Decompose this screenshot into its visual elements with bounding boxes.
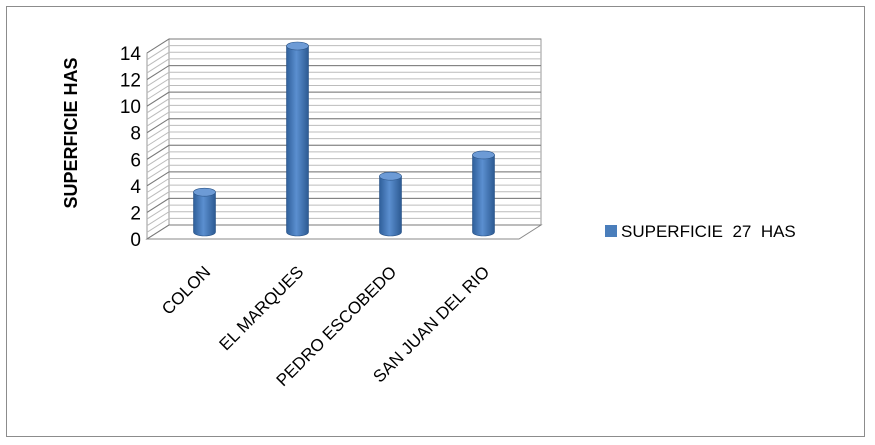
gridline	[146, 124, 541, 140]
gridline-major	[146, 224, 541, 240]
gridline	[146, 138, 541, 154]
y-axis-label: SUPERFICIE HAS	[61, 57, 81, 208]
y-tick-label: 14	[120, 44, 142, 65]
gridline	[146, 98, 541, 114]
gridline-major	[146, 38, 541, 54]
gridline-major	[146, 171, 541, 187]
y-axis-ticks: 0 2 4 6 8 10 12 14	[120, 44, 142, 251]
y-tick-label: 4	[130, 177, 141, 198]
gridline	[146, 191, 541, 207]
legend-swatch	[605, 225, 617, 237]
bars	[193, 41, 495, 237]
gridline	[146, 51, 541, 67]
gridline	[146, 58, 541, 74]
bar-body	[286, 45, 309, 237]
plot-area	[145, 38, 543, 240]
gridline	[146, 164, 541, 180]
bar-top	[193, 187, 216, 197]
gridline	[146, 78, 541, 94]
bar-top	[379, 171, 402, 181]
gridline	[146, 45, 541, 61]
x-tick-label: EL MARQUES	[216, 262, 308, 354]
gridline-major	[146, 118, 541, 134]
y-tick-label: 8	[130, 124, 141, 145]
y-tick-label: 0	[130, 230, 141, 251]
gridline	[146, 217, 541, 233]
gridline	[146, 85, 541, 100]
gridline	[146, 184, 541, 200]
gridline-major	[146, 91, 541, 107]
y-tick-label: 12	[120, 71, 141, 92]
legend: SUPERFICIE 27 HAS	[605, 222, 796, 241]
bar-body	[193, 191, 216, 237]
gridline	[146, 211, 541, 227]
bar	[472, 150, 495, 237]
y-tick-label: 2	[130, 203, 141, 224]
chart-frame: 0 2 4 6 8 10 12 14 COLON EL MARQUES PEDRO ESCOBED…	[6, 6, 865, 437]
gridline	[146, 104, 541, 120]
x-tick-label: COLON	[158, 262, 214, 318]
gridline	[146, 71, 541, 87]
bar-body	[472, 154, 495, 237]
gridline-major	[146, 197, 541, 213]
bar	[379, 171, 402, 237]
gridline-major	[146, 65, 541, 80]
bar-top	[286, 41, 309, 51]
gridline	[146, 178, 541, 193]
y-tick-label: 10	[120, 97, 141, 118]
gridline	[146, 158, 541, 173]
bar	[193, 187, 216, 237]
bar	[286, 41, 309, 237]
gridline	[146, 111, 541, 127]
bar-top	[472, 150, 495, 160]
gridline	[146, 204, 541, 220]
gridline	[146, 151, 541, 167]
legend-label: SUPERFICIE 27 HAS	[621, 222, 796, 241]
gridline-major	[146, 144, 541, 160]
gridline	[146, 131, 541, 147]
bar-body	[379, 175, 402, 237]
y-tick-label: 6	[130, 150, 141, 171]
